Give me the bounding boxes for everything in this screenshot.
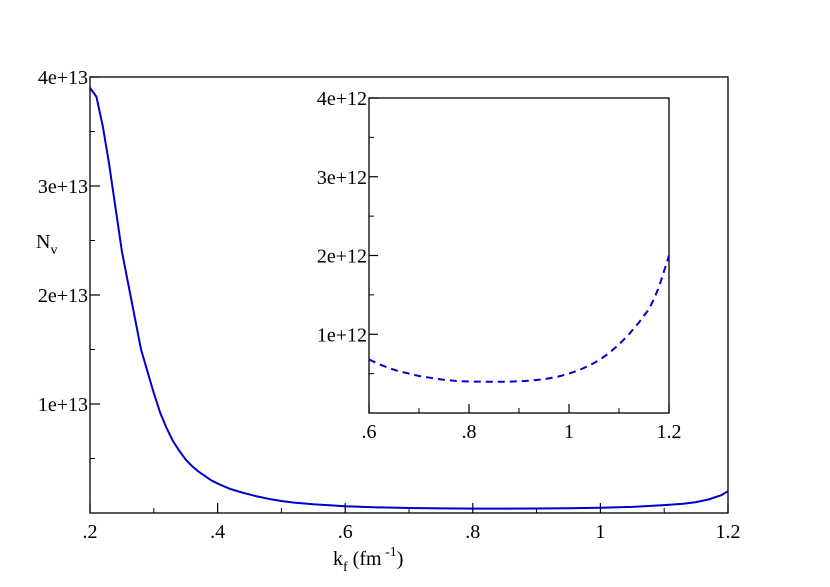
x-axis-title: kf (fm -1) (333, 545, 403, 575)
inset-x-tick-label: .6 (362, 421, 377, 443)
inset-y-tick-label: 1e+12 (317, 324, 367, 346)
inset-y-tick-label: 3e+12 (317, 167, 367, 189)
x-axis-title-text: kf (fm -1) (333, 545, 403, 575)
inset-x-tick-label: .8 (462, 421, 477, 443)
inset-y-tick-label: 2e+12 (317, 246, 367, 268)
main-x-tick-label: 1 (595, 521, 605, 543)
main-x-tick-label: 1.2 (716, 521, 741, 543)
inset-x-tick-label: 1.2 (657, 421, 682, 443)
main-y-tick-label: 4e+13 (38, 67, 88, 89)
y-axis-title-text: Nv (36, 231, 57, 258)
inset-y-tick-label: 4e+12 (317, 88, 367, 110)
main-x-tick-label: .4 (210, 521, 225, 543)
main-series-line (89, 87, 729, 510)
inset-frame (368, 97, 670, 414)
main-y-tick-label: 2e+13 (38, 285, 88, 307)
y-axis-title: Nv (36, 231, 57, 258)
main-x-tick-label: .6 (338, 521, 353, 543)
inset-x-tick-label: 1 (564, 421, 574, 443)
main-x-tick-label: .2 (83, 521, 98, 543)
main-y-tick-label: 3e+13 (38, 176, 88, 198)
inset-plot: .6 .8 1 1.2 1e+12 2e+12 3e+12 4e+12 (317, 88, 682, 443)
main-y-tick-label: 1e+13 (38, 394, 88, 416)
main-x-tick-label: .8 (465, 521, 480, 543)
